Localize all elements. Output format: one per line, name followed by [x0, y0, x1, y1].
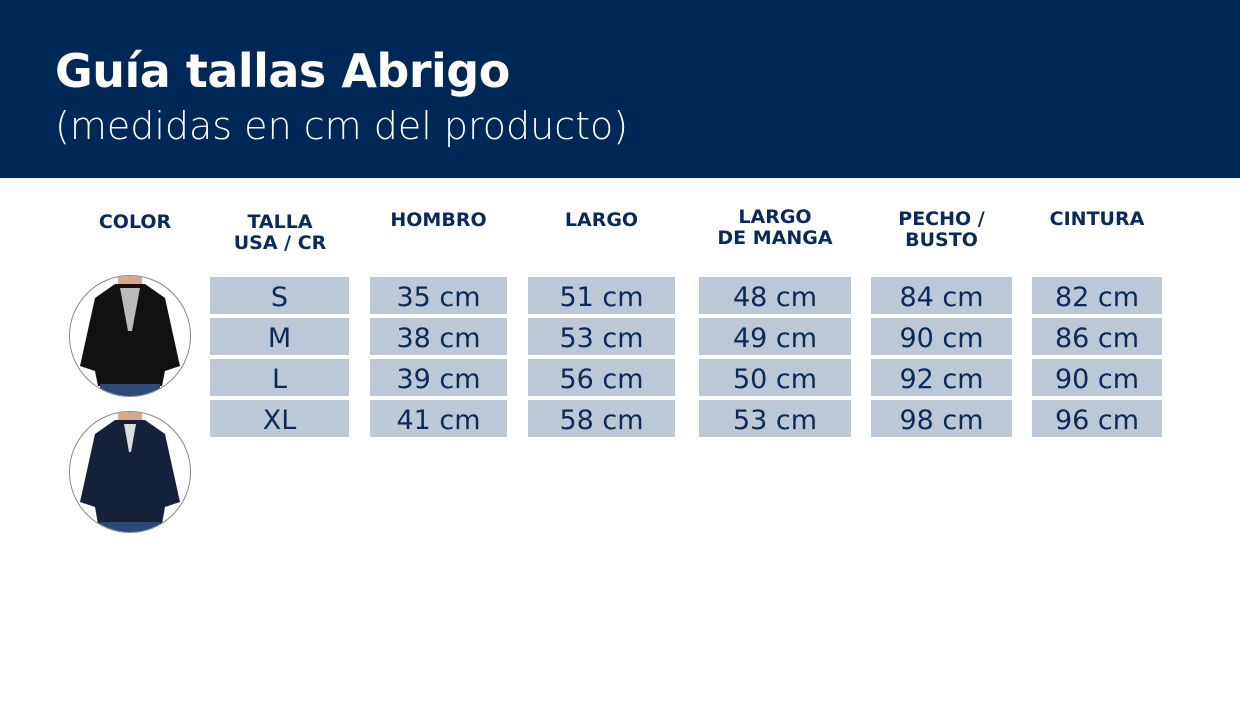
- cell-talla: S: [210, 277, 349, 314]
- cell-talla: L: [210, 359, 349, 396]
- cell-hombro: 41 cm: [370, 400, 507, 437]
- cell-cintura: 82 cm: [1032, 277, 1162, 314]
- header-line: USA / CR: [233, 232, 327, 254]
- cell-pecho: 84 cm: [871, 277, 1012, 314]
- header-hombro: HOMBRO: [390, 209, 487, 231]
- header-manga: LARGO DE MANGA: [699, 207, 851, 249]
- black-jacket-photo: [69, 275, 191, 397]
- cell-manga: 50 cm: [699, 359, 851, 396]
- cell-cintura: 96 cm: [1032, 400, 1162, 437]
- header-pecho: PECHO / BUSTO: [871, 209, 1012, 251]
- header-cintura: CINTURA: [1049, 208, 1145, 230]
- page-subtitle: (medidas en cm del producto): [55, 104, 629, 148]
- navy-jacket-photo: [69, 411, 191, 533]
- header-color: COLOR: [98, 211, 172, 233]
- cell-pecho: 90 cm: [871, 318, 1012, 355]
- header-largo: LARGO: [564, 209, 639, 231]
- cell-hombro: 39 cm: [370, 359, 507, 396]
- header-line: LARGO: [738, 206, 812, 228]
- cell-largo: 51 cm: [528, 277, 675, 314]
- cell-talla: XL: [210, 400, 349, 437]
- header-banner: Guía tallas Abrigo (medidas en cm del pr…: [0, 0, 1240, 178]
- cell-manga: 49 cm: [699, 318, 851, 355]
- header-line: TALLA: [247, 211, 313, 233]
- cell-hombro: 38 cm: [370, 318, 507, 355]
- cell-largo: 56 cm: [528, 359, 675, 396]
- cell-pecho: 92 cm: [871, 359, 1012, 396]
- cell-manga: 53 cm: [699, 400, 851, 437]
- cell-cintura: 90 cm: [1032, 359, 1162, 396]
- cell-largo: 53 cm: [528, 318, 675, 355]
- header-line: PECHO /: [898, 208, 985, 230]
- cell-manga: 48 cm: [699, 277, 851, 314]
- header-talla: TALLA USA / CR: [210, 212, 350, 254]
- header-line: DE MANGA: [717, 227, 833, 249]
- cell-hombro: 35 cm: [370, 277, 507, 314]
- page-title: Guía tallas Abrigo: [55, 44, 510, 98]
- header-line: BUSTO: [905, 229, 978, 251]
- cell-talla: M: [210, 318, 349, 355]
- cell-pecho: 98 cm: [871, 400, 1012, 437]
- cell-cintura: 86 cm: [1032, 318, 1162, 355]
- cell-largo: 58 cm: [528, 400, 675, 437]
